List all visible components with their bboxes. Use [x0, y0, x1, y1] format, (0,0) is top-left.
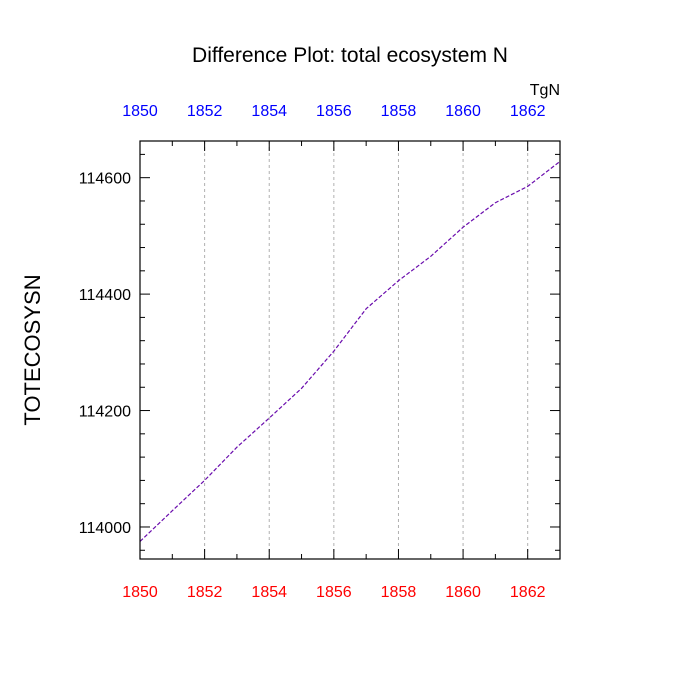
axis-ticks — [139, 141, 561, 559]
x-tick-label-bottom: 1860 — [445, 584, 481, 601]
x-tick-label-top: 1852 — [187, 103, 223, 120]
y-tick-label: 114600 — [79, 171, 131, 188]
series-line — [139, 160, 561, 542]
x-tick-label-bottom: 1850 — [122, 584, 158, 601]
x-tick-label-top: 1858 — [381, 103, 417, 120]
x-tick-label-top: 1860 — [445, 103, 481, 120]
series-layer — [139, 160, 561, 542]
x-tick-label-bottom: 1852 — [187, 584, 223, 601]
x-tick-label-bottom: 1856 — [316, 584, 352, 601]
y-tick-label: 114400 — [79, 287, 131, 304]
x-tick-label-top: 1854 — [251, 103, 287, 120]
x-tick-label-top: 1862 — [510, 103, 546, 120]
chart-title: Difference Plot: total ecosystem N — [192, 44, 508, 67]
x-tick-label-bottom: 1854 — [251, 584, 287, 601]
plot-frame — [139, 140, 561, 560]
y-axis-label: TOTECOSYSN — [20, 274, 45, 425]
x-tick-label-bottom: 1858 — [381, 584, 417, 601]
units-label: TgN — [530, 82, 560, 99]
grid-lines — [204, 141, 529, 559]
x-tick-label-bottom: 1862 — [510, 584, 546, 601]
tick-labels: 1850 1850 1852 1852 1854 1854 1856 1856 1858 1858… — [79, 103, 546, 601]
x-tick-label-top: 1850 — [122, 103, 158, 120]
y-tick-label: 114200 — [79, 404, 131, 421]
y-tick-label: 114000 — [79, 520, 131, 537]
x-tick-label-top: 1856 — [316, 103, 352, 120]
